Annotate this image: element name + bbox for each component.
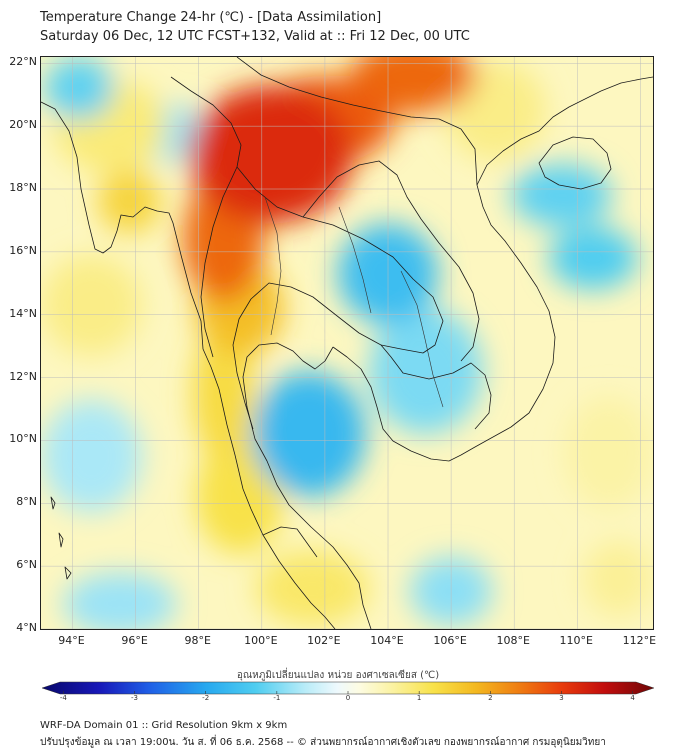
myanmar-border (170, 76, 242, 358)
temperature-anomaly-patch (97, 170, 161, 233)
longitude-tick-label: 112°E (622, 634, 657, 647)
china-border (236, 57, 478, 186)
colorbar-tick-label: 0 (345, 694, 351, 702)
latitude-tick-label: 14°N (9, 306, 37, 320)
longitude-tick-label: 94°E (58, 634, 85, 647)
longitude-tick-label: 106°E (433, 634, 467, 647)
cambodia-border (380, 344, 492, 430)
colorbar-bar (42, 681, 654, 695)
temperature-anomaly-patch (63, 572, 177, 629)
longitude-tick-label: 108°E (496, 634, 530, 647)
laos-border (302, 160, 480, 362)
latitude-tick-label: 8°N (16, 495, 37, 509)
longitude-tick-label: 100°E (244, 634, 278, 647)
update-info: ปรับปรุงข้อมูล ณ เวลา 19:00น. วัน ส. ที่… (40, 737, 606, 748)
temperature-anomaly-patch (192, 324, 256, 463)
latitude-tick-label: 4°N (16, 621, 37, 634)
colorbar-title: อุณหภูมิเปลี่ยนแปลง หน่วย องศาเซลเซียส (… (236, 670, 440, 681)
colorbar-tick-label: 3 (559, 694, 564, 702)
malaysia-border (262, 526, 318, 558)
temperature-field-layer (41, 57, 653, 629)
latitude-tick-label: 12°N (9, 369, 37, 383)
longitude-tick-label: 102°E (307, 634, 341, 647)
longitude-tick-label: 98°E (184, 634, 211, 647)
latitude-tick-label: 22°N (9, 55, 37, 69)
latitude-tick-label: 16°N (9, 243, 37, 257)
temperature-anomaly-patch (41, 255, 142, 356)
river-network (264, 196, 444, 408)
temperature-anomaly-patch (44, 57, 114, 120)
colorbar (42, 681, 654, 695)
mainland-coastline (41, 101, 336, 629)
thailand-border (232, 166, 444, 430)
map-subtitle: Saturday 06 Dec, 12 UTC FCST+132, Valid … (40, 29, 470, 44)
hainan-island (538, 136, 612, 190)
latitude-tick-label: 6°N (16, 558, 37, 572)
model-info: WRF-DA Domain 01 :: Grid Resolution 9km … (40, 720, 288, 731)
colorbar-tick-label: 4 (630, 694, 635, 702)
longitude-tick-label: 110°E (559, 634, 594, 647)
gulf-of-thailand-coast-east (332, 76, 653, 462)
temperature-anomaly-patch (583, 541, 653, 617)
graticule (41, 57, 653, 629)
colorbar-tick-label: 1 (416, 694, 422, 702)
colorbar-tick-label: -1 (273, 694, 281, 702)
temperature-anomaly-patch (252, 371, 366, 497)
longitude-tick-label: 96°E (121, 634, 148, 647)
longitude-tick-label: 104°E (370, 634, 404, 647)
colorbar-tick-lines (63, 691, 633, 694)
colorbar-tick-label: -3 (131, 694, 138, 702)
temperature-anomaly-patch (255, 550, 370, 626)
colorbar-tick-label: 2 (488, 694, 493, 702)
latitude-tick-label: 18°N (9, 181, 37, 194)
temperature-anomaly-patch (41, 399, 142, 513)
map-frame (40, 56, 654, 630)
temperature-anomaly-patch (548, 226, 638, 290)
map-title: Temperature Change 24-hr (℃) - [Data Ass… (40, 10, 382, 25)
temperature-anomaly-patch (564, 396, 653, 510)
colorbar-tick-label: -4 (59, 694, 67, 702)
bay-of-bengal-islands (50, 496, 72, 580)
temperature-anomaly-patch (369, 308, 483, 435)
colorbar-tick-label: -2 (202, 694, 210, 702)
temperature-change-map (41, 57, 653, 629)
coastlines-and-borders (41, 57, 653, 629)
latitude-tick-label: 10°N (9, 432, 37, 446)
latitude-tick-label: 20°N (9, 118, 37, 132)
temperature-anomaly-patch (511, 163, 612, 227)
